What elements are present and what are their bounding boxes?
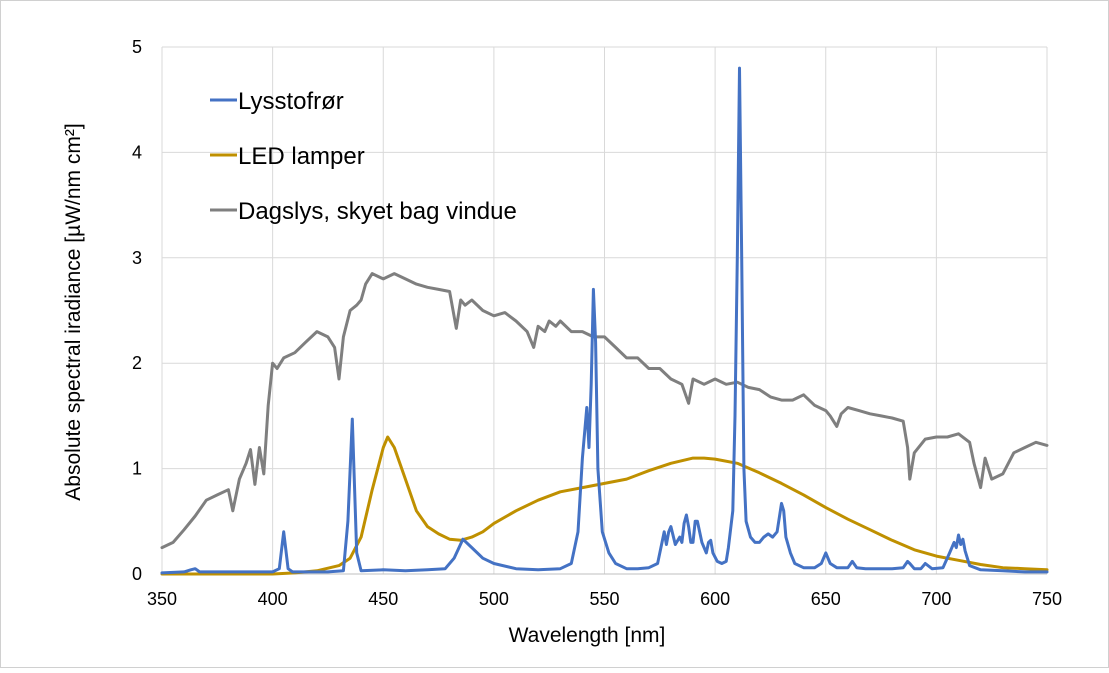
x-tick-label: 350 bbox=[147, 589, 177, 609]
y-tick-label: 5 bbox=[132, 37, 142, 57]
legend-label: Dagslys, skyet bag vindue bbox=[238, 198, 517, 225]
x-tick-label: 500 bbox=[479, 589, 509, 609]
x-tick-label: 750 bbox=[1032, 589, 1062, 609]
x-tick-label: 450 bbox=[368, 589, 398, 609]
x-tick-label: 700 bbox=[921, 589, 951, 609]
y-tick-label: 0 bbox=[132, 564, 142, 584]
x-axis-title: Wavelength [nm] bbox=[509, 624, 666, 647]
x-tick-label: 400 bbox=[258, 589, 288, 609]
x-tick-label: 550 bbox=[589, 589, 619, 609]
y-tick-label: 2 bbox=[132, 353, 142, 373]
legend-label: Lysstofrør bbox=[238, 88, 344, 115]
x-tick-label: 650 bbox=[811, 589, 841, 609]
series-lines bbox=[160, 66, 1049, 576]
series-line-1 bbox=[160, 66, 1049, 575]
legend: Lysstofrør LED lamper Dagslys, skyet bag v… bbox=[210, 88, 517, 225]
series-line-3 bbox=[160, 272, 1049, 550]
axes: 0 1 2 3 4 5 350 400 450 500 550 600 650 700 750 bbox=[132, 37, 1062, 609]
series-line-2 bbox=[160, 435, 1049, 576]
y-axis-title: Absolute spectral iradiance [µW/nm cm²] bbox=[62, 123, 85, 500]
gridlines bbox=[162, 46, 1048, 574]
x-tick-label: 600 bbox=[700, 589, 730, 609]
y-tick-label: 4 bbox=[132, 142, 142, 162]
y-tick-label: 1 bbox=[132, 459, 142, 479]
legend-label: LED lamper bbox=[238, 143, 365, 170]
y-tick-label: 3 bbox=[132, 248, 142, 268]
